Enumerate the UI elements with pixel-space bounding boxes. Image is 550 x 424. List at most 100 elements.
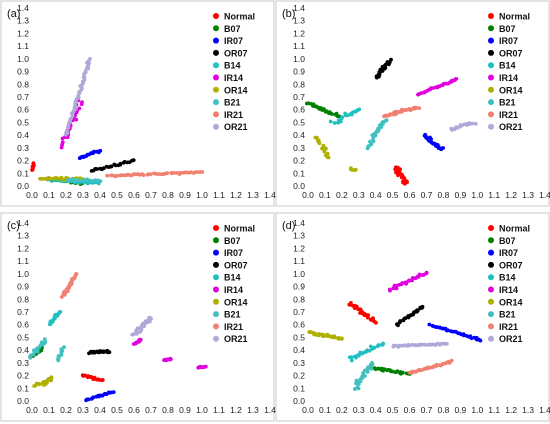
- x-tick-label: 0.8: [438, 405, 450, 415]
- data-point: [369, 366, 374, 371]
- data-point: [92, 149, 96, 154]
- x-tick-label: 0.5: [111, 190, 123, 200]
- data-point: [446, 328, 450, 333]
- y-tick-label: 0.2: [17, 371, 29, 381]
- data-point: [458, 123, 463, 127]
- data-point: [340, 115, 344, 119]
- legend-marker: [488, 49, 494, 56]
- y-tick-label: 0.6: [17, 320, 29, 330]
- data-point: [368, 139, 372, 144]
- x-tick-label: 0.1: [43, 405, 55, 415]
- legend-marker: [488, 123, 494, 130]
- legend-label: B07: [499, 236, 516, 246]
- legend-marker: [213, 225, 219, 231]
- legend-label: IR21: [499, 322, 518, 332]
- legend-marker: [488, 274, 494, 281]
- data-point: [83, 69, 88, 73]
- x-tick-label: 1.4: [264, 190, 276, 200]
- y-tick-label: 0.3: [293, 143, 305, 153]
- data-point: [88, 178, 93, 183]
- x-tick-label: 1.2: [230, 190, 242, 200]
- data-point: [383, 62, 388, 67]
- series-ir21: [382, 105, 422, 119]
- series-b07: [305, 101, 342, 119]
- x-tick-label: 0.2: [336, 190, 348, 200]
- series-ir07: [422, 132, 445, 152]
- legend-label: OR07: [224, 260, 248, 270]
- series-or07: [395, 304, 425, 328]
- data-point: [326, 155, 331, 160]
- x-tick-label: 1.0: [196, 405, 208, 415]
- data-point: [394, 286, 399, 291]
- data-point: [376, 343, 381, 348]
- data-point: [381, 341, 385, 346]
- x-tick-label: 1.2: [230, 405, 242, 415]
- x-tick-label: 1.1: [213, 190, 225, 200]
- data-point: [93, 178, 98, 183]
- y-tick-label: 0.8: [293, 79, 305, 89]
- y-tick-label: 0.9: [293, 282, 305, 292]
- y-tick-label: 0.1: [293, 383, 305, 393]
- data-point: [322, 149, 327, 154]
- y-tick-label: 1.3: [17, 231, 29, 241]
- data-point: [393, 167, 398, 172]
- x-tick-label: 0.6: [128, 405, 140, 415]
- y-tick-label: 0.8: [17, 294, 29, 304]
- y-tick-label: 0.7: [293, 307, 305, 317]
- x-tick-label: 1.1: [488, 190, 500, 200]
- legend-marker: [488, 261, 494, 268]
- data-point: [357, 353, 361, 358]
- panel-frame: [0, 0, 275, 207]
- legend-marker: [488, 25, 494, 32]
- data-point: [343, 111, 347, 116]
- data-point: [56, 357, 60, 361]
- data-point: [349, 358, 354, 363]
- x-tick-label: 0.4: [370, 405, 382, 415]
- series-normal: [393, 165, 409, 186]
- y-tick-label: 0.6: [293, 320, 305, 330]
- series-or21: [449, 121, 478, 132]
- x-tick-label: 0.3: [353, 190, 365, 200]
- legend-label: IR07: [224, 248, 243, 258]
- series-ir14: [59, 98, 84, 150]
- legend-label: B21: [224, 310, 241, 320]
- y-tick-label: 0.0: [293, 181, 305, 191]
- x-tick-label: 0.4: [94, 190, 106, 200]
- data-point: [414, 106, 418, 110]
- x-tick-label: 0.9: [454, 190, 466, 200]
- x-tick-label: 0.0: [26, 190, 38, 200]
- panel-label: (a): [7, 8, 20, 20]
- data-point: [469, 121, 473, 126]
- data-point: [473, 121, 478, 126]
- series-or07: [374, 57, 393, 80]
- data-point: [415, 308, 420, 313]
- legend-label: IR21: [499, 110, 518, 120]
- y-tick-label: 0.4: [293, 130, 305, 140]
- x-tick-label: 0.4: [94, 405, 106, 415]
- y-tick-label: 1.2: [293, 243, 305, 253]
- x-tick-label: 0.7: [145, 190, 157, 200]
- data-point: [417, 106, 422, 110]
- x-tick-label: 1.0: [471, 405, 483, 415]
- data-point: [105, 173, 110, 178]
- legend-marker: [213, 25, 219, 32]
- x-tick-label: 0.9: [179, 405, 191, 415]
- y-tick-label: 0.8: [293, 294, 305, 304]
- y-tick-label: 0.1: [17, 168, 29, 178]
- legend-label: OR07: [499, 260, 523, 270]
- data-point: [368, 344, 373, 349]
- panel-d: 0.0 0.1 0.2 0.3 0.4 0.5 0.6 0.7 0.8 0.9 1.0 1.1 1.2 1…: [275, 212, 550, 422]
- data-point: [355, 385, 360, 390]
- series-b21: [353, 361, 375, 391]
- panel-label: (b): [282, 8, 295, 20]
- data-point: [131, 158, 136, 163]
- legend-marker: [213, 74, 219, 81]
- y-tick-label: 0.9: [293, 67, 305, 77]
- legend-marker: [488, 249, 494, 256]
- y-tick-label: 1.1: [293, 256, 305, 266]
- data-point: [174, 171, 179, 175]
- x-tick-label: 0.0: [302, 190, 314, 200]
- data-point: [37, 382, 42, 387]
- data-point: [402, 181, 407, 186]
- data-point: [88, 57, 92, 61]
